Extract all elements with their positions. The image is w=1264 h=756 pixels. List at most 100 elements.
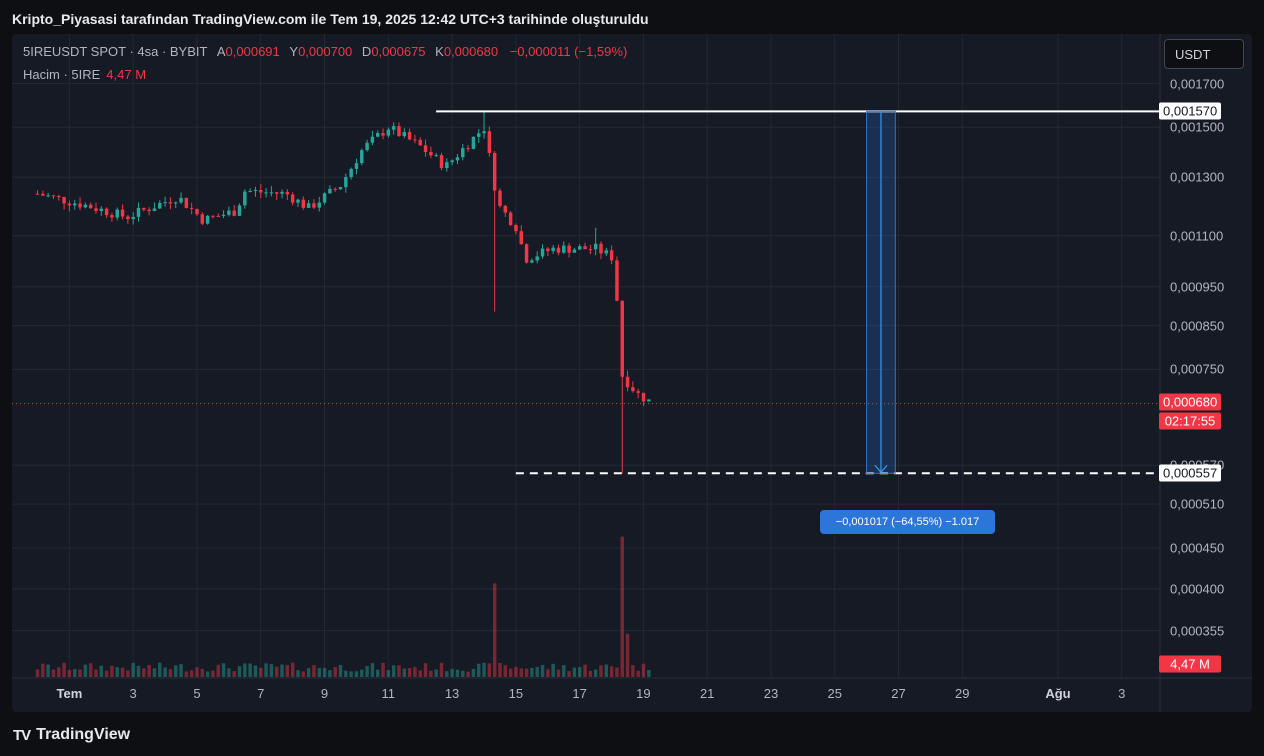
symbol-label[interactable]: 5IREUSDT SPOT · 4sa · BYBIT: [23, 44, 208, 59]
y-tick-label: 0,001100: [1170, 228, 1224, 244]
candle-body: [94, 208, 98, 211]
candle-body: [104, 208, 109, 216]
volume-bar: [51, 669, 56, 677]
candle-body: [195, 208, 199, 215]
chart-panel[interactable]: [12, 34, 1252, 712]
candle-body: [482, 131, 486, 134]
x-tick-label: 5: [193, 686, 201, 701]
volume-bar: [94, 669, 98, 677]
candle-body: [237, 205, 242, 216]
volume-bar: [455, 669, 460, 677]
candle-body: [46, 195, 50, 197]
candle-body: [439, 155, 444, 169]
candle-body: [477, 133, 481, 137]
volume-bar: [344, 670, 348, 677]
candle-body: [259, 189, 263, 193]
volume-bar: [62, 662, 66, 677]
volume-bar: [259, 667, 263, 677]
candle-body: [136, 207, 141, 217]
candle-body: [83, 204, 88, 208]
currency-button[interactable]: USDT: [1164, 39, 1244, 69]
volume-bar: [593, 669, 598, 677]
candle-body: [450, 160, 454, 163]
candle-body: [344, 177, 348, 188]
candle-body: [205, 215, 210, 224]
volume-bar: [498, 663, 502, 677]
volume-bar: [312, 664, 316, 677]
volume-bar: [115, 667, 119, 677]
volume-bar: [72, 669, 77, 677]
volume-bar: [158, 662, 162, 677]
candle-body: [248, 191, 252, 193]
volume-bar: [487, 663, 492, 677]
volume-bar: [253, 665, 258, 677]
candle-body: [620, 300, 624, 377]
volume-bar: [99, 665, 104, 677]
volume-bar: [195, 667, 199, 677]
volume-bar: [386, 670, 391, 677]
volume-bar: [221, 663, 226, 677]
volume-bar: [578, 667, 582, 677]
volume-bar: [328, 670, 332, 677]
candle-body: [67, 203, 72, 206]
candle-body: [41, 193, 45, 196]
volume-bar: [503, 665, 508, 677]
volume-bar: [142, 668, 146, 677]
volume-bar: [248, 663, 252, 677]
volume-bar: [620, 536, 624, 677]
candle-body: [445, 162, 449, 169]
volume-bar: [83, 664, 88, 677]
candle-body: [631, 387, 635, 392]
candle-body: [168, 202, 173, 204]
volume-bar: [269, 664, 274, 677]
candle-body: [386, 129, 391, 136]
candle-body: [322, 193, 327, 203]
candle-body: [508, 212, 513, 226]
candle-body: [110, 215, 114, 218]
candle-body: [152, 208, 157, 212]
change-value: −0,000011 (−1,59%): [509, 44, 628, 59]
y-tick-label: 0,001700: [1170, 76, 1225, 92]
y-tick-label: 0,000510: [1170, 496, 1225, 512]
volume-bar: [322, 667, 327, 677]
open-value: 0,000691: [225, 44, 280, 59]
candle-body: [503, 205, 508, 213]
volume-label[interactable]: Hacim · 5IRE: [23, 67, 101, 82]
ohlc-legend: 5IREUSDT SPOT · 4sa · BYBIT A0,000691 Y0…: [23, 44, 627, 59]
volume-bar: [423, 663, 428, 677]
candle-body: [349, 168, 353, 178]
candle-body: [78, 203, 82, 208]
volume-bar: [466, 671, 470, 677]
candle-body: [567, 245, 571, 253]
volume-bar: [67, 669, 72, 677]
volume-bar: [588, 670, 593, 677]
candle-body: [556, 247, 561, 253]
measure-label: −0,001017 (−64,55%) −1.017: [820, 510, 995, 534]
volume-bar: [631, 665, 635, 677]
volume-bar: [530, 667, 534, 677]
tradingview-footer[interactable]: TV TradingView: [13, 726, 130, 744]
candle-body: [604, 250, 609, 254]
volume-bar: [551, 663, 555, 677]
candle-body: [173, 202, 178, 204]
volume-bar: [78, 669, 82, 677]
volume-bar: [615, 667, 619, 677]
volume-bar: [519, 668, 523, 677]
volume-bar: [243, 663, 247, 677]
candle-body: [487, 131, 492, 153]
candle-body: [540, 248, 545, 257]
volume-bar: [179, 664, 183, 677]
volume-bar: [163, 667, 167, 677]
candle-body: [243, 191, 247, 206]
candle-body: [641, 392, 646, 402]
volume-bar: [477, 663, 481, 677]
candle-body: [572, 249, 577, 253]
candle-body: [609, 250, 614, 261]
volume-bar: [200, 668, 205, 677]
candle-body: [551, 247, 555, 252]
volume-bar: [354, 671, 359, 677]
volume-bar: [604, 664, 609, 677]
volume-bar: [349, 671, 353, 677]
candle-body: [466, 148, 470, 150]
